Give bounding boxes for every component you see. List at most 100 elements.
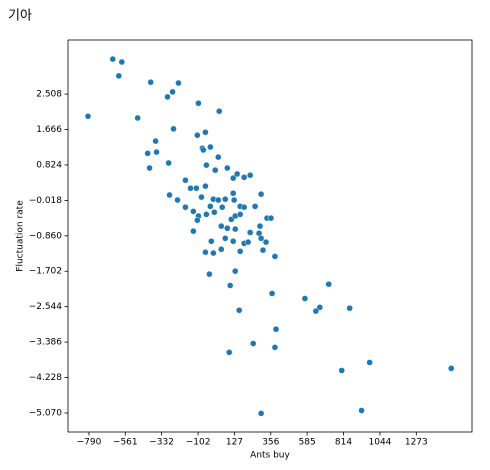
- point: [268, 290, 276, 297]
- point: [346, 304, 353, 312]
- point: [165, 159, 172, 167]
- point: [216, 108, 223, 115]
- point: [187, 185, 194, 192]
- y-axis-label: Fluctuation rate: [16, 200, 26, 272]
- point: [338, 367, 345, 374]
- y-tick-label: −2.544: [29, 302, 63, 312]
- point: [271, 344, 279, 351]
- point: [240, 203, 248, 211]
- y-tick-label: 2.508: [36, 90, 62, 100]
- point: [218, 246, 225, 253]
- x-axis-label: Ants buy: [250, 451, 290, 461]
- point: [262, 238, 270, 246]
- x-tick-label: −790: [77, 438, 102, 448]
- point: [109, 55, 116, 63]
- point: [229, 190, 237, 197]
- point: [240, 174, 248, 181]
- point: [153, 148, 160, 156]
- point: [233, 170, 241, 178]
- x-tick-label: 814: [335, 438, 352, 448]
- point: [198, 193, 205, 201]
- point: [193, 185, 200, 192]
- x-tick-label: −332: [149, 438, 174, 448]
- point: [249, 340, 257, 347]
- point: [229, 174, 237, 182]
- point: [211, 209, 218, 216]
- point: [134, 114, 141, 122]
- point: [316, 304, 324, 311]
- point: [206, 270, 213, 278]
- point: [212, 166, 219, 174]
- y-tick-label: 0.824: [36, 160, 62, 170]
- y-tick-label: −1.702: [29, 267, 62, 277]
- point: [164, 93, 171, 101]
- point: [271, 253, 279, 260]
- point: [207, 203, 214, 210]
- point: [147, 79, 154, 86]
- point: [194, 217, 201, 224]
- point: [202, 129, 209, 136]
- point: [195, 100, 202, 107]
- point: [215, 196, 222, 204]
- x-tick-label: 127: [226, 438, 243, 448]
- point: [301, 295, 309, 302]
- point: [203, 161, 210, 169]
- point: [200, 146, 207, 154]
- point: [224, 164, 231, 172]
- x-tick-label: 585: [299, 438, 316, 448]
- point: [236, 211, 244, 218]
- point: [218, 222, 225, 230]
- point: [226, 349, 233, 356]
- point: [236, 307, 243, 314]
- point: [448, 365, 455, 372]
- point: [244, 238, 252, 246]
- point: [257, 190, 265, 198]
- y-tick-label: −4.228: [29, 373, 63, 383]
- point: [222, 195, 229, 203]
- point: [207, 143, 214, 151]
- point: [202, 182, 209, 190]
- point: [202, 249, 209, 256]
- point: [175, 79, 182, 87]
- y-tick-label: −0.018: [29, 196, 63, 206]
- y-tick-label: −3.386: [29, 338, 63, 348]
- point: [246, 172, 254, 179]
- point: [366, 359, 373, 366]
- y-tick-label: −5.070: [29, 408, 63, 418]
- point: [115, 72, 122, 80]
- point: [215, 153, 222, 161]
- point: [257, 235, 265, 242]
- x-tick-label: −102: [186, 438, 211, 448]
- point: [232, 267, 239, 275]
- point: [256, 222, 264, 230]
- point: [182, 203, 189, 211]
- point: [272, 326, 280, 333]
- point: [190, 208, 197, 215]
- point: [226, 282, 234, 289]
- point: [229, 238, 237, 245]
- point: [267, 214, 275, 222]
- point: [224, 225, 231, 232]
- point: [118, 58, 125, 66]
- point: [210, 249, 217, 257]
- point: [325, 281, 332, 288]
- point: [219, 203, 226, 211]
- point: [232, 225, 239, 233]
- point: [84, 113, 92, 120]
- x-tick-label: 1273: [405, 438, 428, 448]
- plot-frame: [67, 39, 473, 433]
- point: [312, 307, 320, 315]
- x-tick-label: 1044: [369, 438, 392, 448]
- x-tick-label: −561: [113, 438, 138, 448]
- point: [208, 238, 215, 245]
- point: [170, 125, 177, 133]
- point: [222, 235, 229, 242]
- chart-title: 기아: [8, 9, 32, 24]
- y-tick-label: 1.666: [36, 125, 62, 135]
- point: [174, 196, 181, 204]
- point: [152, 137, 159, 145]
- y-tick-label: −0.860: [29, 231, 63, 241]
- point: [190, 227, 197, 235]
- point: [259, 246, 267, 254]
